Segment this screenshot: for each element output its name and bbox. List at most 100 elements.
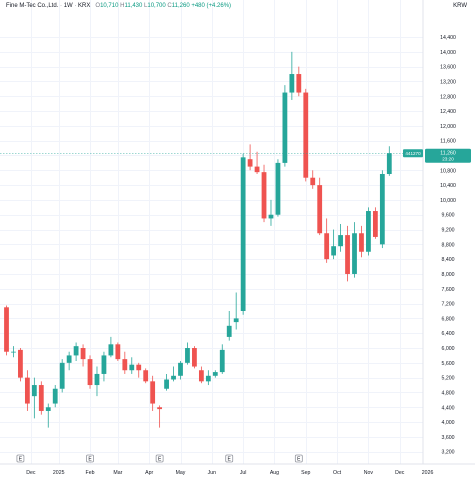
time-axis[interactable]: Dec 2025 Feb Mar Apr May Jun Jul Aug Sep Oct Nov Dec… xyxy=(26,470,433,476)
candle[interactable] xyxy=(233,292,239,330)
candle[interactable] xyxy=(345,225,350,282)
candle[interactable] xyxy=(18,348,23,382)
candle[interactable] xyxy=(226,310,232,341)
candle[interactable] xyxy=(303,88,309,182)
x-tick-label: Jun xyxy=(208,470,216,476)
candle[interactable] xyxy=(247,144,253,171)
y-tick-label: 7,200 xyxy=(442,302,455,308)
candle[interactable] xyxy=(87,355,93,389)
earnings-badge[interactable] xyxy=(155,454,164,463)
x-tick-label: Dec xyxy=(395,470,405,476)
x-tick-label: Mar xyxy=(113,470,122,476)
candle[interactable] xyxy=(73,342,79,361)
candle[interactable] xyxy=(136,362,142,378)
y-tick-label: 6,800 xyxy=(442,316,455,322)
interval[interactable]: 1W xyxy=(63,3,73,9)
candle-body xyxy=(143,370,149,382)
y-tick-label: 4,400 xyxy=(442,405,455,411)
y-tick-label: 9,600 xyxy=(442,213,455,219)
earnings-marker[interactable]: E xyxy=(16,454,25,463)
candle[interactable] xyxy=(261,164,267,223)
earnings-badge[interactable] xyxy=(294,454,303,463)
open-value: 10,710 xyxy=(100,3,119,9)
candle[interactable] xyxy=(101,351,107,382)
candle[interactable] xyxy=(108,336,114,358)
candle[interactable] xyxy=(80,344,86,367)
candle[interactable] xyxy=(122,351,128,374)
candle[interactable] xyxy=(59,359,65,393)
earnings-marker[interactable]: E xyxy=(294,454,303,463)
candle[interactable] xyxy=(240,153,246,315)
candle[interactable] xyxy=(268,199,274,226)
candle-body xyxy=(289,74,295,93)
candle[interactable] xyxy=(198,366,204,384)
candle[interactable] xyxy=(317,177,323,236)
earnings-marker[interactable]: E xyxy=(225,454,234,463)
candles[interactable] xyxy=(4,51,392,428)
candle[interactable] xyxy=(359,225,364,258)
candle[interactable] xyxy=(379,170,385,249)
currency-label[interactable]: KRW xyxy=(453,3,467,9)
candle[interactable] xyxy=(66,351,72,371)
y-tick-label: 8,000 xyxy=(442,272,455,278)
candle[interactable] xyxy=(38,381,44,415)
candle[interactable] xyxy=(324,218,330,263)
x-tick-label: 2025 xyxy=(53,470,65,476)
earnings-badge[interactable] xyxy=(16,454,25,463)
candle[interactable] xyxy=(275,159,281,217)
candle[interactable] xyxy=(185,342,190,365)
candle[interactable] xyxy=(338,223,343,252)
candle[interactable] xyxy=(4,305,9,356)
candle[interactable] xyxy=(150,375,156,411)
candle[interactable] xyxy=(282,85,288,167)
candle[interactable] xyxy=(143,368,149,384)
candle-body xyxy=(372,211,378,237)
candle-body xyxy=(233,318,239,323)
candle-body xyxy=(386,153,392,175)
candle[interactable] xyxy=(372,207,378,239)
y-tick-label: 5,200 xyxy=(442,376,455,382)
candle-body xyxy=(4,307,9,352)
candle-body xyxy=(352,233,357,274)
candle[interactable] xyxy=(171,366,176,382)
candle[interactable] xyxy=(11,346,16,358)
candle[interactable] xyxy=(352,222,357,278)
symbol-name[interactable]: Fine M-Tec Co.,Ltd. xyxy=(6,3,59,9)
candle-body xyxy=(219,349,225,373)
x-tick-label: Aug xyxy=(270,470,279,476)
earnings-badge[interactable] xyxy=(225,454,234,463)
candle[interactable] xyxy=(24,370,30,411)
earnings-marker[interactable]: E xyxy=(86,454,94,463)
candle[interactable] xyxy=(366,207,371,256)
candle[interactable] xyxy=(192,346,197,369)
candle[interactable] xyxy=(52,385,58,408)
candle[interactable] xyxy=(45,403,51,428)
candle[interactable] xyxy=(310,170,316,189)
price-axis[interactable]: 3,200 3,600 4,000 4,400 4,800 5,200 5,600 6,000… xyxy=(440,35,456,456)
candle[interactable] xyxy=(386,146,392,176)
candle[interactable] xyxy=(331,229,337,260)
open-label: O xyxy=(95,3,101,9)
y-tick-label: 4,000 xyxy=(442,420,455,426)
candle[interactable] xyxy=(157,405,163,428)
candle-body xyxy=(324,233,330,260)
candle[interactable] xyxy=(115,342,121,361)
candle[interactable] xyxy=(205,370,211,386)
candle[interactable] xyxy=(129,357,135,374)
candle[interactable] xyxy=(296,66,302,97)
candle[interactable] xyxy=(219,344,225,374)
earnings-letter: E xyxy=(228,457,232,463)
candle[interactable] xyxy=(254,151,260,175)
candle[interactable] xyxy=(31,377,37,419)
earnings-marker[interactable]: E xyxy=(155,454,164,463)
earnings-badge[interactable] xyxy=(86,454,94,463)
candle[interactable] xyxy=(178,360,183,380)
candle[interactable] xyxy=(164,373,169,391)
candle[interactable] xyxy=(212,370,218,378)
candle-body xyxy=(115,344,121,360)
candle[interactable] xyxy=(289,51,295,100)
high-value: 11,430 xyxy=(124,3,143,9)
candle[interactable] xyxy=(94,366,100,397)
